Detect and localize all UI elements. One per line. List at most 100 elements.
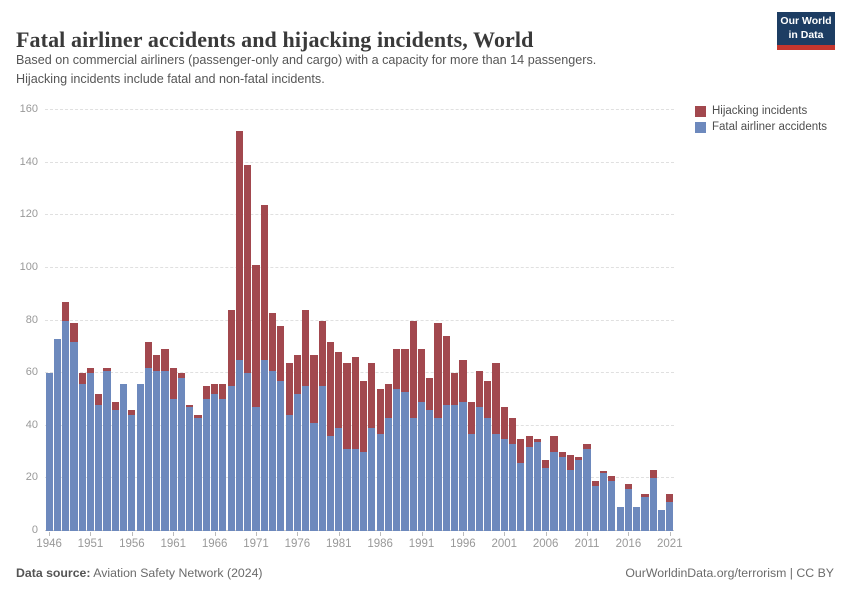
- bar-1972[interactable]: [260, 204, 268, 531]
- bar-2012-hijacking-segment: [591, 481, 599, 487]
- bar-1953[interactable]: [103, 367, 111, 531]
- bar-1976-hijacking-segment: [293, 354, 301, 395]
- bar-2003[interactable]: [517, 438, 525, 531]
- bar-1956[interactable]: [128, 409, 136, 531]
- bar-1991[interactable]: [417, 349, 426, 531]
- bar-1946-accidents-segment: [45, 373, 53, 531]
- bar-2008-hijacking-segment: [558, 452, 566, 458]
- bar-1965[interactable]: [202, 386, 210, 531]
- bar-1996[interactable]: [459, 359, 467, 531]
- subtitle-line-1: Based on commercial airliners (passenger…: [16, 53, 597, 67]
- bar-1976[interactable]: [293, 354, 301, 531]
- bar-1990-accidents-segment: [409, 417, 417, 531]
- bar-1954[interactable]: [111, 402, 119, 531]
- bar-1970[interactable]: [244, 165, 252, 531]
- bar-2012[interactable]: [591, 481, 599, 531]
- bar-1979[interactable]: [318, 320, 326, 531]
- bar-1981[interactable]: [335, 352, 343, 531]
- bar-2013[interactable]: [600, 470, 608, 531]
- bar-1967-accidents-segment: [219, 399, 227, 531]
- bar-1977[interactable]: [302, 309, 310, 531]
- bar-1952[interactable]: [95, 394, 103, 531]
- bar-1961-accidents-segment: [169, 399, 177, 531]
- bar-1948[interactable]: [62, 302, 70, 531]
- bar-2004[interactable]: [525, 436, 533, 531]
- bar-1968[interactable]: [227, 309, 235, 531]
- bar-1990[interactable]: [409, 320, 417, 531]
- bar-1975[interactable]: [285, 362, 293, 531]
- y-tick-label-80: 80: [25, 313, 38, 326]
- bar-2010[interactable]: [575, 457, 583, 531]
- bar-1988[interactable]: [393, 349, 401, 531]
- bar-2019[interactable]: [649, 470, 657, 531]
- page-title: Fatal airliner accidents and hijacking i…: [16, 26, 534, 52]
- bar-1963[interactable]: [186, 404, 194, 531]
- bar-1997[interactable]: [467, 402, 475, 531]
- bar-1960[interactable]: [161, 349, 169, 531]
- bar-2016-accidents-segment: [624, 488, 633, 531]
- bar-2008[interactable]: [558, 452, 566, 531]
- bar-1982[interactable]: [343, 362, 351, 531]
- bar-1983[interactable]: [351, 357, 359, 531]
- bar-2015[interactable]: [616, 507, 624, 531]
- bar-1978[interactable]: [310, 354, 318, 531]
- bar-1980[interactable]: [326, 341, 335, 531]
- bar-1998[interactable]: [475, 370, 484, 531]
- bar-1985-hijacking-segment: [368, 362, 376, 429]
- bar-1957[interactable]: [136, 383, 144, 531]
- bar-1996-hijacking-segment: [459, 359, 467, 403]
- bar-1971[interactable]: [252, 265, 260, 531]
- bar-1986-accidents-segment: [376, 433, 384, 531]
- bar-2014[interactable]: [608, 475, 616, 531]
- bar-1966[interactable]: [211, 383, 219, 531]
- bar-2020[interactable]: [657, 509, 666, 531]
- bar-1961[interactable]: [169, 367, 177, 531]
- bar-2006[interactable]: [542, 459, 550, 531]
- bar-1992[interactable]: [426, 378, 434, 531]
- bar-1994[interactable]: [442, 336, 450, 531]
- bar-1949[interactable]: [70, 323, 78, 531]
- bar-2007[interactable]: [550, 436, 558, 531]
- bar-2013-accidents-segment: [600, 473, 608, 531]
- bar-1987[interactable]: [384, 383, 393, 531]
- bar-2009[interactable]: [566, 454, 575, 531]
- bar-2001[interactable]: [500, 407, 508, 531]
- bar-1974[interactable]: [277, 325, 285, 531]
- bar-1953-accidents-segment: [103, 370, 111, 531]
- bar-2005[interactable]: [533, 438, 541, 531]
- bar-1999[interactable]: [484, 381, 492, 531]
- bar-1985[interactable]: [368, 362, 376, 531]
- bar-1986[interactable]: [376, 388, 384, 531]
- bar-1962[interactable]: [177, 373, 186, 531]
- bar-2017[interactable]: [633, 507, 641, 531]
- bar-2001-accidents-segment: [500, 438, 508, 531]
- bar-2018[interactable]: [641, 494, 649, 531]
- bar-1969[interactable]: [235, 131, 244, 531]
- bar-2000[interactable]: [492, 362, 500, 531]
- bar-1959[interactable]: [153, 354, 161, 531]
- legend-item-fatal-accidents[interactable]: Fatal airliner accidents: [695, 121, 827, 133]
- bar-1973[interactable]: [268, 312, 277, 531]
- bar-1958[interactable]: [144, 341, 152, 531]
- bar-1967[interactable]: [219, 383, 227, 531]
- bar-2016[interactable]: [624, 483, 633, 531]
- bar-1964[interactable]: [194, 415, 202, 531]
- bar-2011-accidents-segment: [583, 449, 591, 531]
- bar-1968-hijacking-segment: [227, 309, 235, 387]
- bar-1984[interactable]: [360, 381, 368, 531]
- owid-url-license-link[interactable]: OurWorldinData.org/terrorism | CC BY: [625, 566, 834, 580]
- bar-2002[interactable]: [508, 417, 517, 531]
- owid-logo[interactable]: Our World in Data: [777, 12, 835, 50]
- bar-1947[interactable]: [53, 338, 61, 531]
- bar-1995[interactable]: [451, 373, 459, 531]
- bar-1951[interactable]: [86, 367, 95, 531]
- bar-1952-accidents-segment: [95, 404, 103, 531]
- legend-item-hijacking[interactable]: Hijacking incidents: [695, 105, 827, 117]
- bar-1946[interactable]: [45, 373, 53, 531]
- bar-2021[interactable]: [666, 494, 674, 531]
- bar-1989[interactable]: [401, 349, 409, 531]
- bar-2011[interactable]: [583, 444, 591, 531]
- bar-1950[interactable]: [78, 373, 86, 531]
- bar-1955[interactable]: [119, 383, 128, 531]
- bar-1993[interactable]: [434, 323, 442, 531]
